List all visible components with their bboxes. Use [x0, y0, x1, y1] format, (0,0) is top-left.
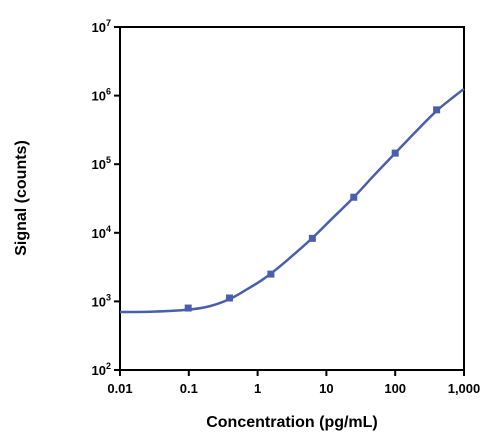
data-point	[350, 193, 358, 201]
y-tick-label: 105	[92, 155, 111, 172]
data-points	[184, 106, 441, 312]
y-tick-label: 107	[92, 18, 111, 35]
data-point	[308, 234, 316, 242]
y-tick-label: 102	[92, 361, 111, 378]
y-tick-label: 104	[92, 224, 111, 241]
data-point	[267, 270, 275, 278]
data-point	[184, 304, 192, 312]
plot-border	[119, 26, 465, 371]
x-tick-label: 0.01	[107, 381, 132, 396]
data-point	[433, 106, 441, 114]
x-tick-label: 1	[254, 381, 261, 396]
y-tick-label: 103	[92, 292, 111, 309]
data-point	[225, 294, 233, 302]
x-tick-label: 10	[319, 381, 333, 396]
x-axis-label: Concentration (pg/mL)	[206, 414, 378, 431]
x-tick-label: 1,000	[448, 381, 481, 396]
y-axis-label: Signal (counts)	[13, 140, 30, 256]
x-axis-ticks: 0.01 0.1 1 10 100 1,000	[107, 370, 480, 396]
plot-frame	[119, 26, 465, 371]
fit-curve	[119, 87, 465, 314]
y-tick-label: 106	[92, 87, 111, 104]
x-tick-label: 0.1	[180, 381, 198, 396]
data-point	[391, 149, 399, 157]
x-tick-label: 100	[384, 381, 406, 396]
y-axis-ticks: 102 103 104 105 106 107	[92, 18, 120, 378]
